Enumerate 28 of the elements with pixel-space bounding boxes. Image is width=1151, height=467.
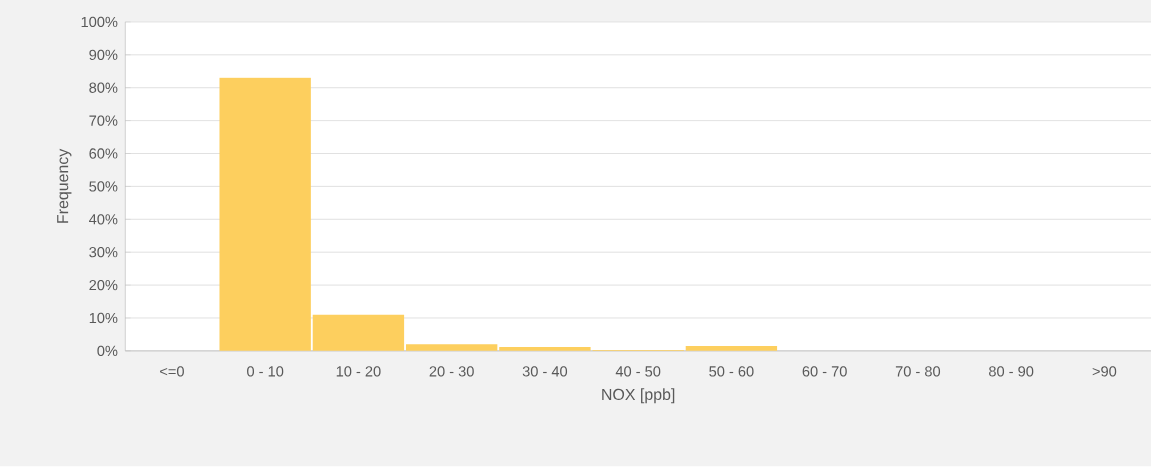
y-tick-label: 70% bbox=[89, 115, 118, 127]
bar bbox=[312, 314, 405, 352]
y-tick-label: 100% bbox=[81, 17, 118, 28]
x-tick-label: 80 - 90 bbox=[989, 366, 1034, 377]
y-tick-label: 10% bbox=[89, 313, 118, 324]
x-tick-label: >90 bbox=[1092, 366, 1117, 377]
bar bbox=[685, 346, 778, 352]
y-tick-label: 20% bbox=[89, 280, 118, 291]
bar bbox=[219, 78, 311, 352]
y-tick-label: 60% bbox=[89, 148, 118, 159]
x-tick-label: 70 - 80 bbox=[895, 366, 941, 377]
y-tick-label: 40% bbox=[89, 214, 118, 225]
x-tick-label: <=0 bbox=[160, 366, 184, 377]
y-tick-label: 0% bbox=[97, 345, 118, 357]
x-tick-label: 0 - 10 bbox=[247, 366, 284, 377]
y-axis-title: Frequency bbox=[57, 149, 72, 224]
x-tick-label: 50 - 60 bbox=[709, 366, 754, 377]
y-tick-label: 50% bbox=[89, 181, 118, 192]
x-tick-label: 60 - 70 bbox=[802, 366, 847, 377]
y-tick-label: 30% bbox=[89, 247, 118, 258]
x-tick-label: 10 - 20 bbox=[336, 366, 381, 377]
y-tick-label: 80% bbox=[89, 82, 118, 94]
x-tick-label: 40 - 50 bbox=[615, 366, 661, 377]
x-tick-label: 30 - 40 bbox=[522, 366, 568, 377]
bar bbox=[405, 344, 498, 352]
x-axis-title: NOX [ppb] bbox=[602, 388, 675, 404]
x-tick-label: 20 - 30 bbox=[429, 366, 474, 377]
y-tick-label: 90% bbox=[89, 49, 118, 61]
